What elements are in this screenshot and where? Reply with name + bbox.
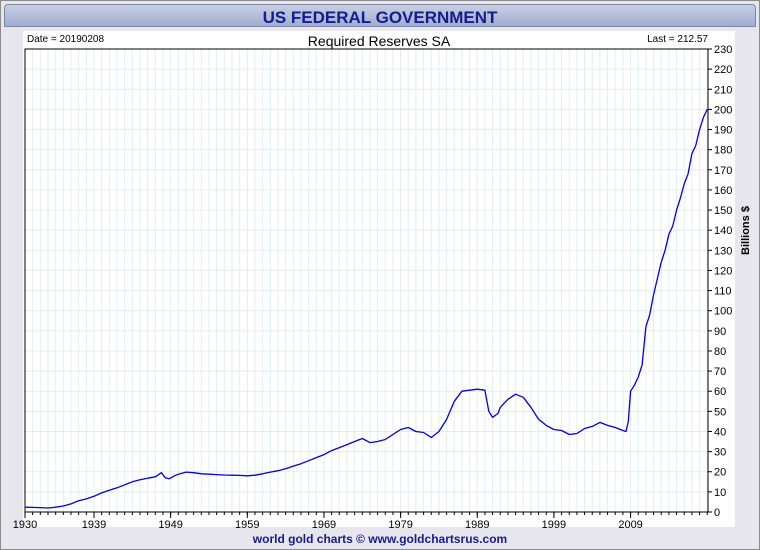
y-tick-label: 170 — [714, 165, 732, 177]
y-tick-label: 30 — [714, 447, 726, 459]
y-tick-label: 130 — [714, 245, 732, 257]
y-tick-label: 180 — [714, 145, 732, 157]
y-tick-label: 50 — [714, 406, 726, 418]
y-tick-label: 60 — [714, 386, 726, 398]
x-tick-label: 1959 — [235, 519, 259, 531]
x-tick-label: 1979 — [388, 519, 412, 531]
y-tick-label: 230 — [714, 44, 732, 56]
y-tick-label: 90 — [714, 326, 726, 338]
x-tick-label: 1989 — [465, 519, 489, 531]
x-tick-label: 1930 — [13, 519, 37, 531]
y-tick-label: 200 — [714, 104, 732, 116]
x-tick-label: 2009 — [618, 519, 642, 531]
x-tick-label: 1939 — [82, 519, 106, 531]
y-tick-label: 220 — [714, 64, 732, 76]
plot-area — [25, 49, 708, 512]
y-tick-label: 40 — [714, 426, 726, 438]
y-tick-label: 10 — [714, 487, 726, 499]
y-tick-label: 160 — [714, 185, 732, 197]
y-axis-title: Billions $ — [740, 206, 752, 255]
y-tick-label: 120 — [714, 265, 732, 277]
y-tick-label: 150 — [714, 205, 732, 217]
y-tick-label: 110 — [714, 286, 732, 298]
y-tick-label: 0 — [714, 507, 720, 519]
x-tick-label: 1969 — [312, 519, 336, 531]
y-tick-label: 70 — [714, 366, 726, 378]
y-tick-label: 140 — [714, 225, 732, 237]
last-value-label: Last = 212.57 — [647, 34, 708, 45]
y-tick-label: 190 — [714, 125, 732, 137]
chart-subtitle: Required Reserves SA — [307, 33, 451, 49]
y-tick-label: 80 — [714, 346, 726, 358]
footer-credit: world gold charts © www.goldchartsrus.co… — [252, 532, 508, 546]
y-tick-label: 100 — [714, 306, 732, 318]
y-tick-label: 20 — [714, 467, 726, 479]
chart-title: US FEDERAL GOVERNMENT — [262, 8, 498, 27]
title-banner: US FEDERAL GOVERNMENT — [4, 4, 756, 27]
date-label: Date = 20190208 — [27, 34, 105, 45]
x-tick-label: 1999 — [542, 519, 566, 531]
series-line-required-reserves — [24, 109, 708, 509]
x-tick-label: 1949 — [158, 519, 182, 531]
plot-border — [24, 48, 709, 513]
y-tick-label: 210 — [714, 84, 732, 96]
